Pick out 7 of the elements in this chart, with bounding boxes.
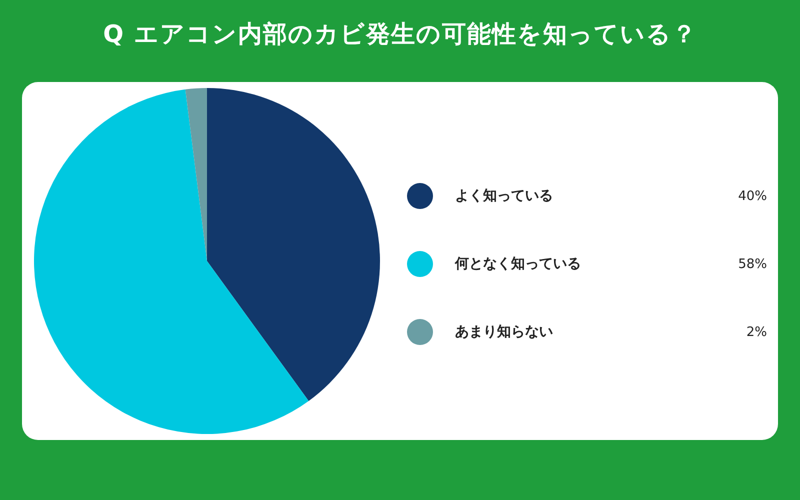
data-label: 58%: [738, 256, 767, 272]
chart-title: Q エアコン内部のカビ発生の可能性を知っている？: [102, 19, 698, 50]
data-label: 40%: [738, 188, 767, 204]
data-label: 2%: [746, 324, 767, 340]
legend-label: よく知っている: [455, 187, 554, 205]
legend-label: 何となく知っている: [455, 255, 582, 273]
legend-label: あまり知らない: [455, 323, 554, 341]
